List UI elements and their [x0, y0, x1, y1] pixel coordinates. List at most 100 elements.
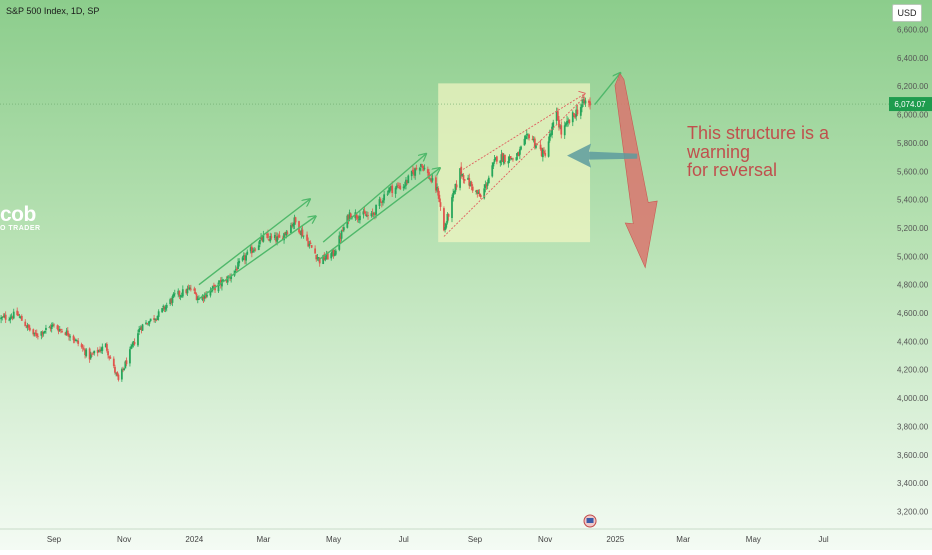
candle — [359, 211, 361, 224]
candle — [40, 331, 43, 340]
candle — [157, 309, 160, 321]
candle-body — [238, 260, 241, 264]
annotation-text: This structure is a warning for reversal — [687, 124, 829, 180]
candle — [112, 356, 115, 369]
candle-body — [56, 325, 59, 330]
candle-body — [399, 185, 402, 190]
candle-body — [547, 141, 550, 157]
candle — [246, 249, 249, 256]
candle-body — [499, 160, 502, 164]
candle — [394, 186, 397, 198]
candle — [35, 329, 38, 338]
candle-body — [20, 316, 23, 321]
candle — [468, 173, 471, 189]
candle — [445, 221, 448, 230]
candle — [32, 328, 35, 337]
candle-body — [198, 298, 200, 300]
candle-body — [41, 332, 44, 335]
candle — [145, 319, 147, 325]
candle — [443, 206, 445, 232]
candle-body — [72, 335, 75, 341]
candle-body — [525, 134, 528, 136]
candle — [560, 121, 563, 139]
candle-body — [130, 346, 132, 349]
candle — [242, 252, 245, 261]
candle-body — [201, 295, 204, 300]
candle — [109, 355, 112, 359]
candle — [587, 99, 590, 108]
channel-lower-line — [319, 168, 440, 260]
candle-body — [324, 258, 327, 260]
currency-button[interactable]: USD — [892, 4, 922, 22]
y-tick-label: 6,600.00 — [897, 26, 929, 35]
candle — [306, 231, 308, 242]
candle-body — [33, 332, 36, 335]
candle-body — [246, 251, 249, 255]
candle-body — [379, 199, 382, 201]
candle-body — [306, 234, 308, 241]
candle — [413, 167, 415, 179]
candle-body — [520, 146, 522, 150]
candle-body — [139, 328, 142, 330]
candle-body — [91, 353, 93, 355]
candle-body — [114, 366, 116, 373]
candle — [42, 331, 45, 337]
candle — [120, 367, 123, 382]
candle-body — [291, 224, 294, 226]
candle — [122, 366, 124, 373]
candle-body — [189, 288, 192, 290]
candle — [245, 253, 247, 265]
candle-body — [476, 190, 479, 194]
candle — [230, 273, 233, 283]
candle — [541, 147, 544, 162]
candle — [429, 177, 432, 181]
candle — [249, 245, 252, 254]
candle — [209, 287, 212, 298]
candle — [238, 258, 241, 267]
candle — [501, 152, 504, 163]
candle-body — [203, 294, 206, 299]
candle — [60, 328, 62, 334]
candle — [492, 161, 495, 170]
candle-body — [42, 332, 45, 334]
candle-body — [120, 369, 123, 380]
candle-body — [509, 156, 512, 159]
candle — [338, 231, 341, 252]
candle — [470, 180, 473, 191]
candle — [407, 174, 410, 184]
candle — [332, 248, 335, 259]
y-tick-label: 4,800.00 — [897, 281, 929, 290]
candle — [434, 175, 437, 194]
candle-body — [254, 249, 257, 251]
candle-body — [357, 219, 360, 221]
candle — [454, 183, 457, 195]
candle — [51, 322, 54, 327]
candle — [347, 214, 350, 225]
candle-body — [43, 330, 46, 333]
y-tick-label: 6,400.00 — [897, 54, 929, 63]
candle-body — [501, 153, 504, 162]
candle-body — [356, 216, 359, 219]
candle-body — [230, 276, 233, 280]
candle — [324, 254, 327, 262]
candle-body — [278, 235, 281, 238]
candle — [370, 211, 373, 218]
candle-body — [93, 350, 96, 354]
candle-body — [35, 333, 38, 337]
candle — [330, 252, 333, 261]
candle-body — [242, 255, 245, 257]
candle — [493, 155, 496, 164]
candle — [262, 230, 265, 243]
candle — [221, 276, 223, 291]
candle-body — [455, 184, 458, 188]
candle — [139, 325, 142, 330]
candle-body — [394, 187, 397, 194]
candle — [244, 252, 246, 265]
candle-body — [576, 109, 579, 115]
candle — [502, 153, 505, 166]
candle-body — [365, 215, 368, 217]
candle-body — [85, 349, 88, 357]
candle — [437, 186, 440, 199]
candle-body — [250, 246, 253, 254]
